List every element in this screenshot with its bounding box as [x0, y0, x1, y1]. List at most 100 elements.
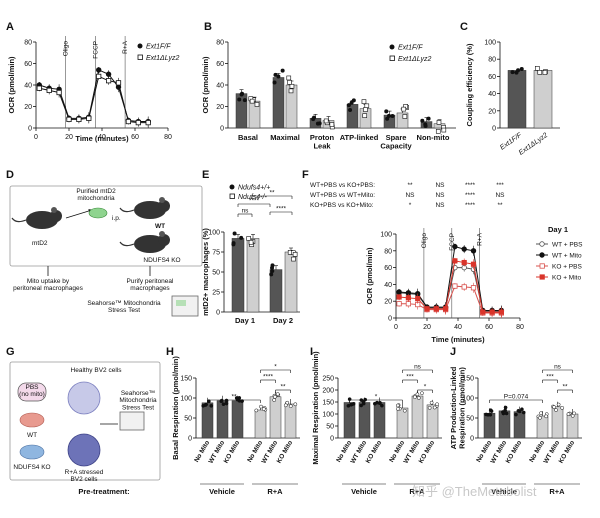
panel-b-y-tick-label: 80	[216, 40, 224, 47]
panel-b-data-point	[401, 106, 407, 112]
panel-e-category-label: Day 1	[235, 316, 255, 325]
panel-a-point	[66, 116, 72, 122]
panel-j-data-point	[514, 412, 518, 417]
panel-j-sig-label: **	[562, 384, 568, 391]
panel-d-mouse-wt	[134, 201, 166, 219]
panel-j-vehicle-label: Vehicle	[491, 487, 517, 496]
panel-label-c: C	[460, 21, 468, 33]
watermark-text: 知乎 @TheMetabolist	[412, 484, 537, 499]
pretreatment-label: Pre-treatment:	[78, 487, 129, 496]
panel-a-y-tick-label: 40	[24, 83, 32, 90]
panel-b-data-point	[363, 107, 368, 112]
panel-d-mouse-mtd2-head	[50, 210, 62, 222]
panel-e-data-point	[231, 242, 236, 247]
panel-f-point	[461, 259, 467, 266]
panel-i-bar	[411, 395, 424, 439]
panel-i-y-tick-label: 250	[322, 376, 334, 383]
panel-e-data-point	[248, 239, 254, 245]
panel-i-data-point	[420, 391, 424, 396]
panel-i-data-point	[395, 403, 400, 408]
panel-f-point	[461, 284, 467, 290]
panel-e-sig-bracket-label: ****	[249, 198, 260, 205]
panel-f-sig-value: ****	[465, 182, 476, 189]
panel-label-g: G	[6, 346, 15, 358]
panel-f-point	[470, 248, 477, 254]
panel-f-legend-marker	[539, 274, 545, 280]
panel-e-data-point	[246, 236, 251, 241]
panel-f-sig-value: **	[407, 182, 413, 189]
panel-label-d: D	[6, 169, 14, 181]
panel-b-data-point	[312, 115, 317, 120]
panel-c-y-tick-label: 80	[488, 57, 496, 64]
panel-j-data-point	[520, 407, 524, 412]
panel-a-point	[105, 71, 112, 77]
panel-j-data-point	[554, 408, 558, 412]
panel-c-data-point	[519, 66, 524, 71]
panel-h-sig-label: *	[274, 364, 277, 371]
panel-a-point	[96, 73, 102, 79]
panel-c-bar	[507, 70, 527, 129]
panel-f-injection-label: Oligo	[421, 233, 428, 249]
panel-j-data-point	[504, 411, 509, 416]
panel-a-point	[76, 116, 82, 122]
panel-d-ko-label: NDUFS4 KO	[143, 257, 180, 264]
panel-d-mouse-wt-ear	[159, 197, 165, 203]
panel-h-data-point	[221, 402, 226, 407]
panel-h-bar	[284, 403, 297, 439]
panel-b-y-tick-label: 0	[220, 126, 224, 133]
panel-e-bar	[231, 238, 245, 313]
panel-c-y-tick-label: 0	[492, 126, 496, 133]
panel-a-point	[115, 80, 122, 86]
panel-a-injection-label: R+A	[122, 40, 129, 53]
panel-c-y-tick-label: 20	[488, 108, 496, 115]
panel-f-x-label: Time (minutes)	[431, 335, 485, 344]
panel-h-data-point	[254, 408, 259, 413]
panel-g-seahorse-label: Seahorse™ Mitochondria Stress Test	[119, 390, 157, 411]
panel-c-y-tick-label: 40	[488, 91, 496, 98]
panel-label-a: A	[6, 21, 14, 33]
panel-j-y-tick-label: 50	[466, 416, 474, 423]
panel-f-point	[461, 246, 467, 252]
panel-a-x-tick-label: 20	[65, 134, 73, 141]
panel-a-point	[36, 85, 42, 91]
panel-i-data-point	[380, 403, 384, 408]
panel-d-mouse-ko-head	[158, 234, 170, 246]
panel-f-sig-value: ***	[496, 182, 504, 189]
panel-i-data-point	[435, 402, 439, 407]
panel-h-sig-label: **	[280, 384, 286, 391]
panel-e-category-label: Day 2	[273, 316, 293, 325]
panel-f-legend-label: KO + PBS	[552, 264, 582, 271]
panel-h-y-tick-label: 0	[188, 436, 192, 443]
panel-h-bar	[201, 402, 214, 439]
panel-b-category-label: Non-mito	[417, 133, 450, 142]
panel-b-legend-label: Ext1ΔLyz2	[398, 56, 431, 63]
panel-i-bar	[343, 402, 356, 439]
panel-f-y-label: OCR (pmol/min)	[365, 247, 374, 305]
panel-label-j: J	[450, 346, 456, 358]
panel-h-data-point	[209, 403, 214, 408]
panel-f-point	[415, 296, 421, 302]
panel-f-series-line	[399, 285, 502, 314]
panel-h-data-point	[234, 396, 239, 400]
panel-i-data-point	[427, 406, 432, 410]
panel-c-data-point	[542, 70, 548, 75]
panel-i-y-tick-label: 100	[322, 412, 334, 419]
panel-f-y-tick-label: 100	[380, 232, 392, 239]
panel-f-x-tick-label: 20	[423, 324, 431, 331]
panel-h-ra-label: R+A	[267, 487, 283, 496]
panel-f-legend-marker	[539, 263, 545, 269]
panel-d-frame	[9, 185, 203, 267]
panel-i-data-point	[363, 397, 368, 402]
panel-j-data-point	[488, 412, 493, 417]
panel-j-data-point	[572, 411, 576, 416]
panel-d-mouse-wt-tail	[119, 207, 135, 213]
panel-f-sig-value: **	[497, 202, 503, 209]
panel-i-vehicle-label: Vehicle	[351, 487, 377, 496]
panel-d-mouse-ko	[134, 235, 166, 253]
panel-d-instrument-screen	[176, 300, 186, 306]
panel-h-vehicle-label: Vehicle	[209, 487, 235, 496]
panel-b-data-point	[423, 123, 428, 128]
panel-i-sig-label: ***	[406, 374, 414, 381]
panel-b-data-point	[386, 113, 391, 118]
panel-d-ip-label: i.p.	[112, 215, 121, 222]
